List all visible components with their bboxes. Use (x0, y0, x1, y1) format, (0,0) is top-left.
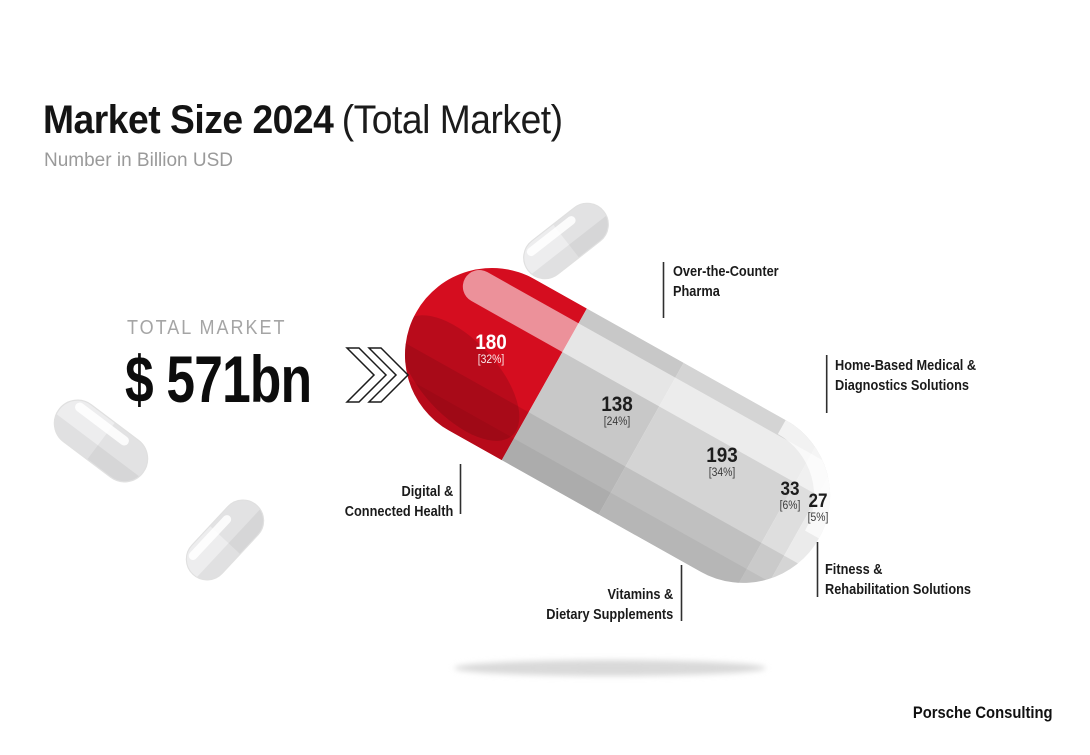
segment-value: 27 (808, 491, 828, 512)
callout-home-based: Home-Based Medical & Diagnostics Solutio… (835, 356, 976, 396)
callout-line1: Digital & (401, 484, 453, 500)
chevron-right-icon (345, 347, 410, 403)
callout-line1: Fitness & (825, 562, 883, 578)
segment-digital-connected-health (373, 236, 587, 461)
callout-digital-health: Digital & Connected Health (345, 482, 453, 522)
page-title-bold: Market Size 2024 (43, 98, 334, 142)
callout-line2: Diagnostics Solutions (835, 378, 969, 394)
callout-line1: Home-Based Medical & (835, 358, 977, 374)
brand-logo-text: Porsche Consulting (913, 703, 1053, 722)
page-title: Market Size 2024 (Total Market) (43, 98, 563, 143)
segment-value-otc: 138 [24%] (601, 394, 633, 430)
callout-line2: Connected Health (344, 504, 453, 520)
total-market-value: $ 571bn (125, 342, 312, 416)
callout-line1: Over-the-Counter (673, 264, 779, 280)
callout-line2: Dietary Supplements (546, 607, 673, 623)
segment-pct: [34%] (708, 467, 736, 479)
segment-value: 33 (780, 479, 800, 500)
segment-value-digital: 180 [32%] (475, 332, 507, 368)
total-market-label: TOTAL MARKET (127, 317, 287, 339)
segment-value-vitamins: 193 [34%] (706, 445, 738, 481)
segment-value: 193 (706, 444, 738, 467)
callout-otc-pharma: Over-the-Counter Pharma (673, 262, 779, 302)
callout-line2: Rehabilitation Solutions (825, 582, 972, 598)
deco-pill-left (45, 399, 157, 492)
capsule-ground-shadow (454, 660, 766, 676)
callout-line2: Pharma (673, 284, 720, 300)
deco-pill-bottom-left (185, 491, 273, 589)
page-title-light: (Total Market) (341, 98, 563, 142)
segment-pct: [5%] (807, 512, 829, 524)
page-subtitle: Number in Billion USD (44, 150, 234, 171)
segment-vitamins-dietary (598, 362, 820, 591)
segment-pct: [32%] (477, 354, 505, 366)
segment-value: 138 (601, 393, 633, 416)
segment-pct: [24%] (603, 416, 631, 428)
callout-line1: Vitamins & (607, 587, 673, 603)
deco-pill-top (523, 194, 617, 288)
segment-value: 180 (475, 331, 507, 354)
segment-value-home: 33 [6%] (780, 480, 801, 514)
callout-fitness-rehab: Fitness & Rehabilitation Solutions (825, 560, 971, 600)
callout-vitamins: Vitamins & Dietary Supplements (546, 585, 673, 625)
segment-pct: [6%] (779, 500, 801, 512)
segment-value-fitness: 27 [5%] (808, 492, 829, 526)
